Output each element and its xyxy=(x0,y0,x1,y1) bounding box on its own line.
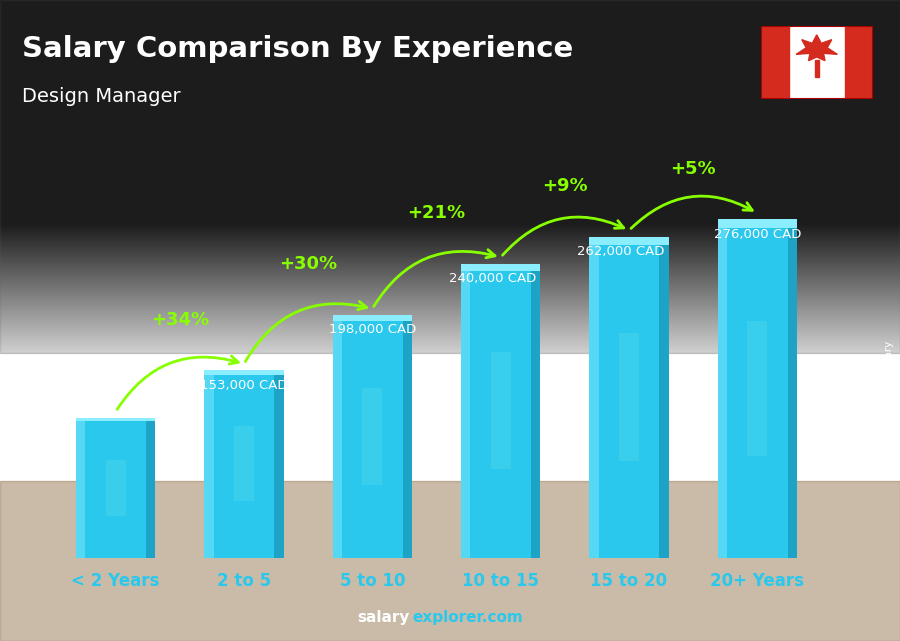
Text: 240,000 CAD: 240,000 CAD xyxy=(449,272,536,285)
Text: +21%: +21% xyxy=(408,204,465,222)
Bar xyxy=(788,219,797,558)
Polygon shape xyxy=(796,35,837,61)
Bar xyxy=(332,315,412,558)
Bar xyxy=(76,418,86,558)
Text: 276,000 CAD: 276,000 CAD xyxy=(714,228,801,241)
Bar xyxy=(590,237,669,558)
Bar xyxy=(590,237,669,245)
Text: Average Yearly Salary: Average Yearly Salary xyxy=(884,341,895,454)
Text: Salary Comparison By Experience: Salary Comparison By Experience xyxy=(22,35,574,63)
Text: +9%: +9% xyxy=(542,177,588,195)
Bar xyxy=(274,370,284,558)
Bar xyxy=(717,219,797,558)
Bar xyxy=(332,315,412,321)
Bar xyxy=(461,263,541,271)
Bar xyxy=(204,370,284,375)
Bar xyxy=(76,418,156,558)
Bar xyxy=(332,315,342,558)
Bar xyxy=(461,263,541,558)
Bar xyxy=(461,263,471,558)
Bar xyxy=(619,333,639,462)
Bar xyxy=(204,370,284,558)
Text: +30%: +30% xyxy=(279,255,338,273)
Text: +5%: +5% xyxy=(670,160,716,178)
Bar xyxy=(590,237,598,558)
Bar xyxy=(0,481,900,641)
Bar xyxy=(491,352,510,469)
Bar xyxy=(845,26,873,99)
Text: 114,000 CAD: 114,000 CAD xyxy=(80,400,167,413)
Bar xyxy=(814,60,819,77)
Bar xyxy=(660,237,669,558)
Bar xyxy=(363,388,382,485)
Text: salary: salary xyxy=(357,610,410,625)
Bar xyxy=(760,26,788,99)
Bar xyxy=(76,418,156,422)
Text: 262,000 CAD: 262,000 CAD xyxy=(578,245,665,258)
Bar xyxy=(146,418,156,558)
Bar xyxy=(402,315,412,558)
Text: 198,000 CAD: 198,000 CAD xyxy=(328,323,416,337)
Bar xyxy=(234,426,254,501)
Text: Design Manager: Design Manager xyxy=(22,87,181,106)
Bar xyxy=(0,0,900,353)
Bar xyxy=(748,321,768,456)
Text: +34%: +34% xyxy=(150,310,209,328)
Text: explorer.com: explorer.com xyxy=(412,610,523,625)
Bar xyxy=(531,263,541,558)
Bar xyxy=(204,370,213,558)
Bar xyxy=(105,460,125,516)
Text: 153,000 CAD: 153,000 CAD xyxy=(200,378,288,392)
Bar xyxy=(717,219,797,228)
Bar xyxy=(717,219,727,558)
